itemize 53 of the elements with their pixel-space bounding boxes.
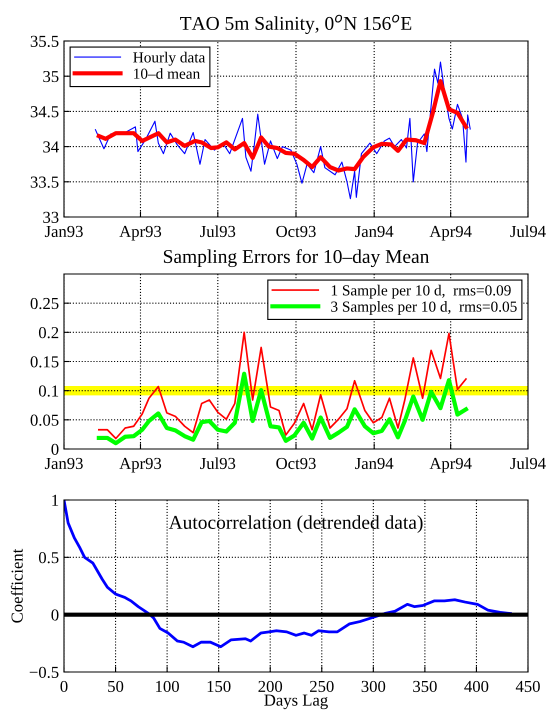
x-tick-label: Oct93	[276, 458, 316, 470]
y-tick-label: 0.25	[30, 298, 58, 310]
x-tick-label: Apr93	[119, 458, 162, 472]
y-tick-label: 34.5	[30, 106, 58, 118]
y-tick-label: 0.05	[30, 414, 58, 426]
y-axis-title: Coefficient	[10, 548, 23, 623]
x-tick-label: Jan94	[355, 226, 394, 238]
x-tick-label: Jul94	[510, 457, 546, 470]
y-tick-label: 0.5	[38, 552, 58, 564]
legend-label: 3 Samples per 10 d, rms=0.05	[331, 301, 517, 315]
line-series	[98, 332, 467, 440]
y-tick-label: 0	[51, 609, 59, 621]
chart-title: TAO 5m Salinity, 0$^{o}$N 156$^{o}$E	[180, 14, 412, 34]
x-tick-label: 400	[464, 680, 488, 692]
y-tick-label: 1	[52, 494, 58, 506]
x-tick-label: Jul93	[200, 457, 236, 470]
x-tick-label: Jan94	[355, 458, 394, 470]
x-tick-label: 350	[413, 680, 437, 692]
x-tick-label: Apr93	[119, 226, 162, 240]
x-tick-label: Apr94	[430, 458, 472, 472]
y-tick-label: −0.5	[30, 666, 58, 678]
line-series	[96, 372, 468, 446]
x-tick-label: 100	[156, 680, 179, 692]
x-tick-label: 150	[208, 680, 231, 692]
legend-label: Hourly data	[133, 52, 206, 66]
y-tick-label: 34	[43, 141, 59, 153]
y-tick-label: 35.5	[30, 36, 58, 48]
x-tick-label: 250	[310, 680, 334, 692]
x-tick-label: 0	[60, 680, 68, 692]
x-tick-label: Jan93	[44, 226, 83, 238]
x-tick-label: Jul94	[510, 225, 546, 238]
chart-title: Sampling Errors for 10–day Mean	[164, 249, 430, 268]
x-tick-label: Oct93	[276, 226, 316, 238]
legend-label: 1 Sample per 10 d, rms=0.09	[332, 284, 511, 299]
x-tick-label: Apr94	[430, 226, 472, 240]
y-tick-label: 0.15	[30, 356, 58, 368]
x-tick-label: 50	[108, 680, 124, 692]
x-tick-label: 450	[516, 680, 540, 692]
y-tick-label: 33.5	[30, 176, 58, 188]
x-axis-title: Days Lag	[264, 694, 328, 710]
legend-label: 10–d mean	[134, 68, 200, 79]
x-tick-label: 200	[258, 680, 282, 692]
y-tick-label: 0	[51, 444, 59, 455]
line-series	[96, 79, 468, 173]
annotation: Autocorrelation (detrended data)	[168, 515, 423, 533]
x-tick-label: 300	[362, 680, 386, 692]
y-tick-label: 0.2	[38, 327, 58, 338]
line-series	[64, 500, 512, 648]
y-tick-label: 0.1	[38, 385, 58, 397]
x-tick-label: Jan93	[44, 458, 83, 470]
x-tick-label: Jul93	[200, 225, 236, 238]
y-tick-label: 33	[43, 212, 58, 223]
y-tick-label: 35	[43, 70, 58, 82]
